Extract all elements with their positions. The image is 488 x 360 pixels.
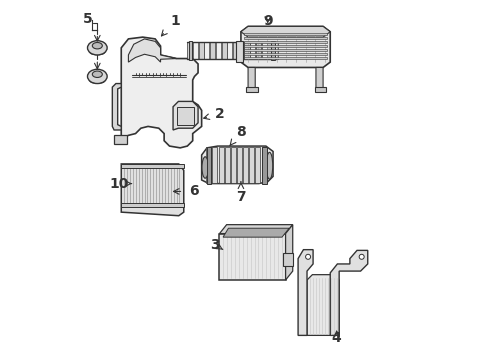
Bar xyxy=(244,41,326,43)
Bar xyxy=(176,108,194,125)
Bar xyxy=(121,164,183,168)
Bar xyxy=(255,147,260,183)
Ellipse shape xyxy=(87,69,107,84)
Polygon shape xyxy=(306,275,339,336)
Bar xyxy=(238,42,244,59)
Bar xyxy=(246,87,257,93)
Polygon shape xyxy=(241,26,329,67)
Text: 1: 1 xyxy=(161,14,180,36)
Text: 7: 7 xyxy=(236,182,245,204)
Polygon shape xyxy=(329,250,367,336)
Bar xyxy=(218,147,223,183)
Bar xyxy=(261,147,266,183)
Bar xyxy=(235,41,242,62)
Ellipse shape xyxy=(92,71,102,77)
Ellipse shape xyxy=(90,49,104,55)
Bar xyxy=(272,42,278,59)
Bar xyxy=(244,49,326,51)
Bar xyxy=(244,57,326,59)
Bar xyxy=(227,42,232,59)
Ellipse shape xyxy=(90,78,104,84)
Bar xyxy=(204,42,209,59)
Polygon shape xyxy=(121,37,201,148)
Bar xyxy=(249,147,254,183)
Polygon shape xyxy=(241,26,329,37)
Ellipse shape xyxy=(92,42,102,49)
Bar xyxy=(114,135,126,144)
Bar xyxy=(244,33,326,35)
Bar xyxy=(121,203,183,207)
Bar xyxy=(188,41,192,60)
Bar xyxy=(315,87,325,93)
Text: 2: 2 xyxy=(203,107,224,121)
Bar xyxy=(282,253,293,266)
Ellipse shape xyxy=(266,152,272,179)
Bar xyxy=(250,42,255,59)
Text: 8: 8 xyxy=(229,125,245,146)
Bar xyxy=(216,42,221,59)
Ellipse shape xyxy=(87,41,107,55)
Bar xyxy=(206,147,211,183)
Polygon shape xyxy=(298,249,312,336)
Text: 3: 3 xyxy=(210,238,223,252)
Bar xyxy=(255,42,261,59)
Text: 5: 5 xyxy=(83,12,93,26)
Bar xyxy=(210,42,215,59)
Text: 4: 4 xyxy=(331,331,341,345)
Ellipse shape xyxy=(202,157,208,178)
Bar xyxy=(271,41,274,60)
Bar xyxy=(233,42,238,59)
Bar xyxy=(262,147,266,184)
Polygon shape xyxy=(128,39,176,62)
Polygon shape xyxy=(173,102,198,130)
Polygon shape xyxy=(315,67,323,91)
Polygon shape xyxy=(112,84,121,130)
Bar xyxy=(193,42,198,59)
Bar xyxy=(237,147,242,183)
Bar xyxy=(244,37,326,39)
Bar xyxy=(206,147,211,184)
Polygon shape xyxy=(247,67,255,91)
Bar xyxy=(221,42,226,59)
Text: 10: 10 xyxy=(109,176,131,190)
Bar xyxy=(219,234,285,280)
Circle shape xyxy=(358,254,364,259)
Bar xyxy=(198,42,203,59)
Bar xyxy=(244,45,326,47)
Polygon shape xyxy=(201,146,272,184)
Polygon shape xyxy=(223,228,288,237)
Polygon shape xyxy=(285,225,292,280)
Bar xyxy=(224,147,229,183)
Bar xyxy=(230,147,235,183)
Bar xyxy=(244,42,249,59)
Text: 9: 9 xyxy=(263,14,272,28)
Circle shape xyxy=(305,254,310,259)
Bar xyxy=(187,42,192,59)
Text: 6: 6 xyxy=(173,184,198,198)
Bar xyxy=(212,147,217,183)
Bar xyxy=(267,42,272,59)
Bar xyxy=(243,147,248,183)
Bar xyxy=(244,53,326,55)
Polygon shape xyxy=(121,164,183,216)
Polygon shape xyxy=(219,225,292,234)
Bar xyxy=(261,42,266,59)
